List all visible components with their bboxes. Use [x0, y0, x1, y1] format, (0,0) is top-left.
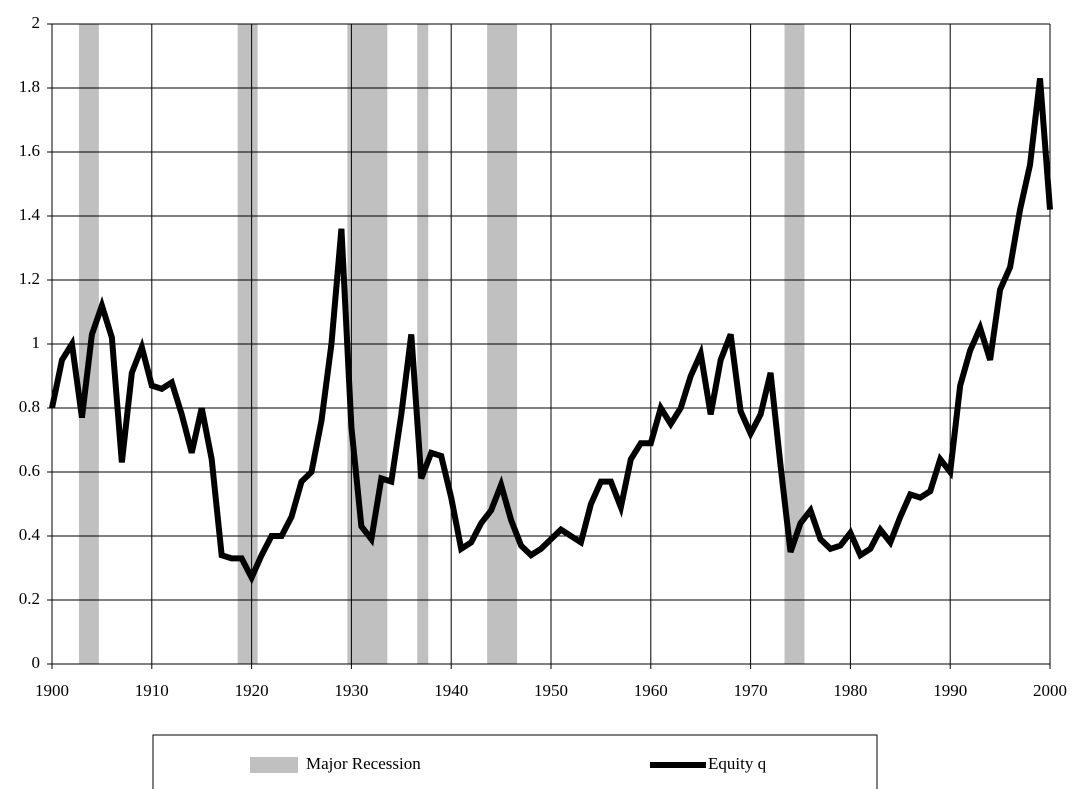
- y-tick-label: 2: [32, 13, 41, 32]
- y-tick-label: 0: [32, 653, 41, 672]
- y-tick-label: 0.6: [19, 461, 40, 480]
- y-tick-label: 0.8: [19, 397, 40, 416]
- x-tick-label: 1910: [135, 681, 169, 700]
- x-tick-label: 1950: [534, 681, 568, 700]
- y-tick-label: 1.2: [19, 269, 40, 288]
- x-tick-label: 1970: [734, 681, 768, 700]
- x-tick-label: 1990: [933, 681, 967, 700]
- legend-swatch: [250, 757, 298, 773]
- x-tick-label: 1960: [634, 681, 668, 700]
- x-tick-label: 1920: [235, 681, 269, 700]
- y-tick-label: 1.4: [19, 205, 41, 224]
- x-tick-label: 1940: [434, 681, 468, 700]
- x-tick-label: 2000: [1033, 681, 1067, 700]
- y-tick-label: 1.6: [19, 141, 40, 160]
- legend-label: Major Recession: [306, 754, 421, 773]
- x-tick-label: 1930: [334, 681, 368, 700]
- y-tick-label: 1.8: [19, 77, 40, 96]
- x-tick-label: 1900: [35, 681, 69, 700]
- legend-label: Equity q: [708, 754, 767, 773]
- y-tick-label: 1: [32, 333, 41, 352]
- y-tick-label: 0.2: [19, 589, 40, 608]
- legend-box: [152, 734, 878, 789]
- x-tick-label: 1980: [833, 681, 867, 700]
- y-tick-label: 0.4: [19, 525, 41, 544]
- line-series: [49, 78, 1053, 585]
